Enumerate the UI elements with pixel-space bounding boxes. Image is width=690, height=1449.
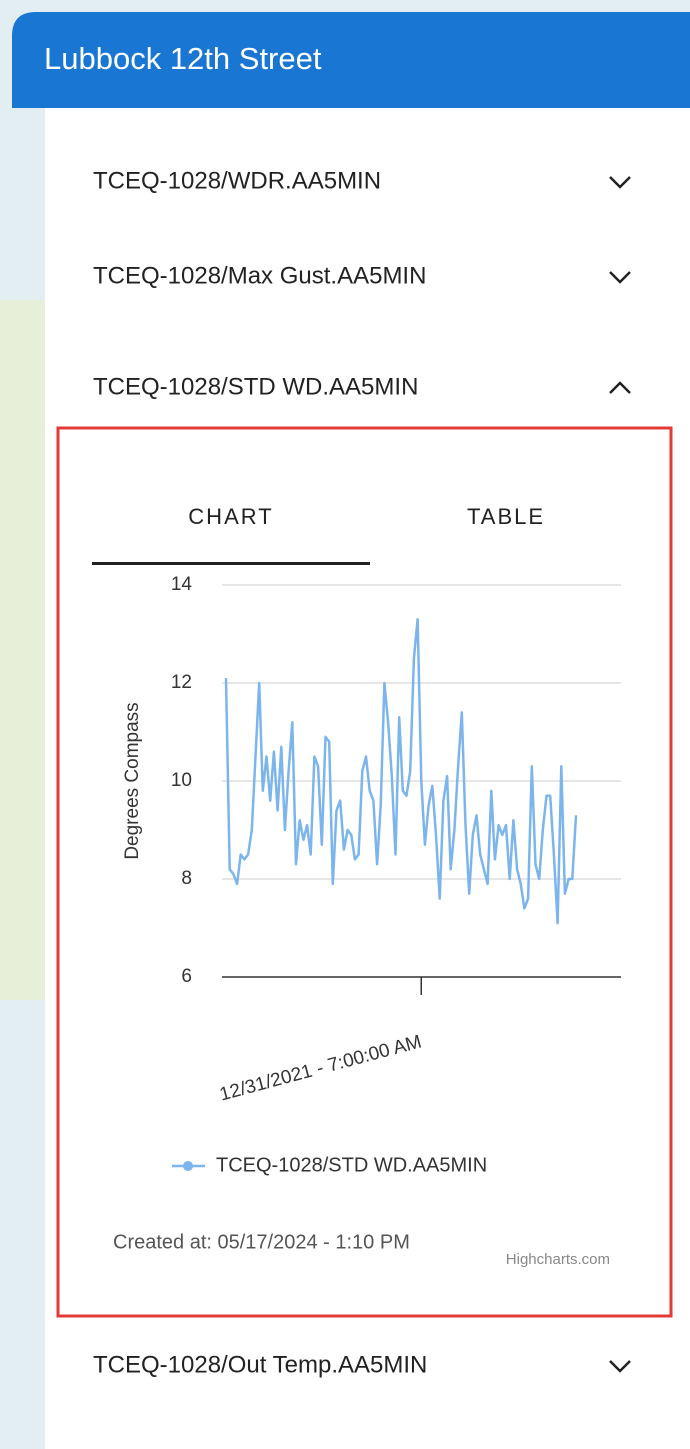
tab[interactable]: CHART (188, 504, 273, 529)
tab-indicator (92, 562, 370, 565)
y-tick-label: 14 (171, 574, 193, 595)
y-axis-title: Degrees Compass (122, 702, 143, 859)
tab[interactable]: TABLE (467, 504, 545, 529)
y-tick-label: 8 (181, 868, 192, 889)
y-tick-label: 12 (171, 672, 192, 693)
legend-marker[interactable] (183, 1161, 193, 1171)
header-title: Lubbock 12th Street (44, 41, 322, 76)
credits: Highcharts.com (506, 1251, 610, 1268)
y-tick-label: 10 (171, 770, 192, 791)
caption: Created at: 05/17/2024 - 1:10 PM (113, 1231, 410, 1253)
y-tick-label: 6 (181, 966, 192, 987)
panel-label[interactable]: TCEQ-1028/WDR.AA5MIN (93, 167, 381, 194)
panel-label[interactable]: TCEQ-1028/STD WD.AA5MIN (93, 373, 418, 400)
panel-label[interactable]: TCEQ-1028/Max Gust.AA5MIN (93, 262, 426, 289)
panel-label[interactable]: TCEQ-1028/Out Temp.AA5MIN (93, 1351, 427, 1378)
map-land (0, 300, 45, 1000)
page: Lubbock 12th Street TCEQ-1028/WDR.AA5MIN… (0, 0, 690, 1449)
screen: Lubbock 12th Street TCEQ-1028/WDR.AA5MIN… (0, 0, 690, 1449)
legend-label[interactable]: TCEQ-1028/STD WD.AA5MIN (216, 1154, 487, 1176)
